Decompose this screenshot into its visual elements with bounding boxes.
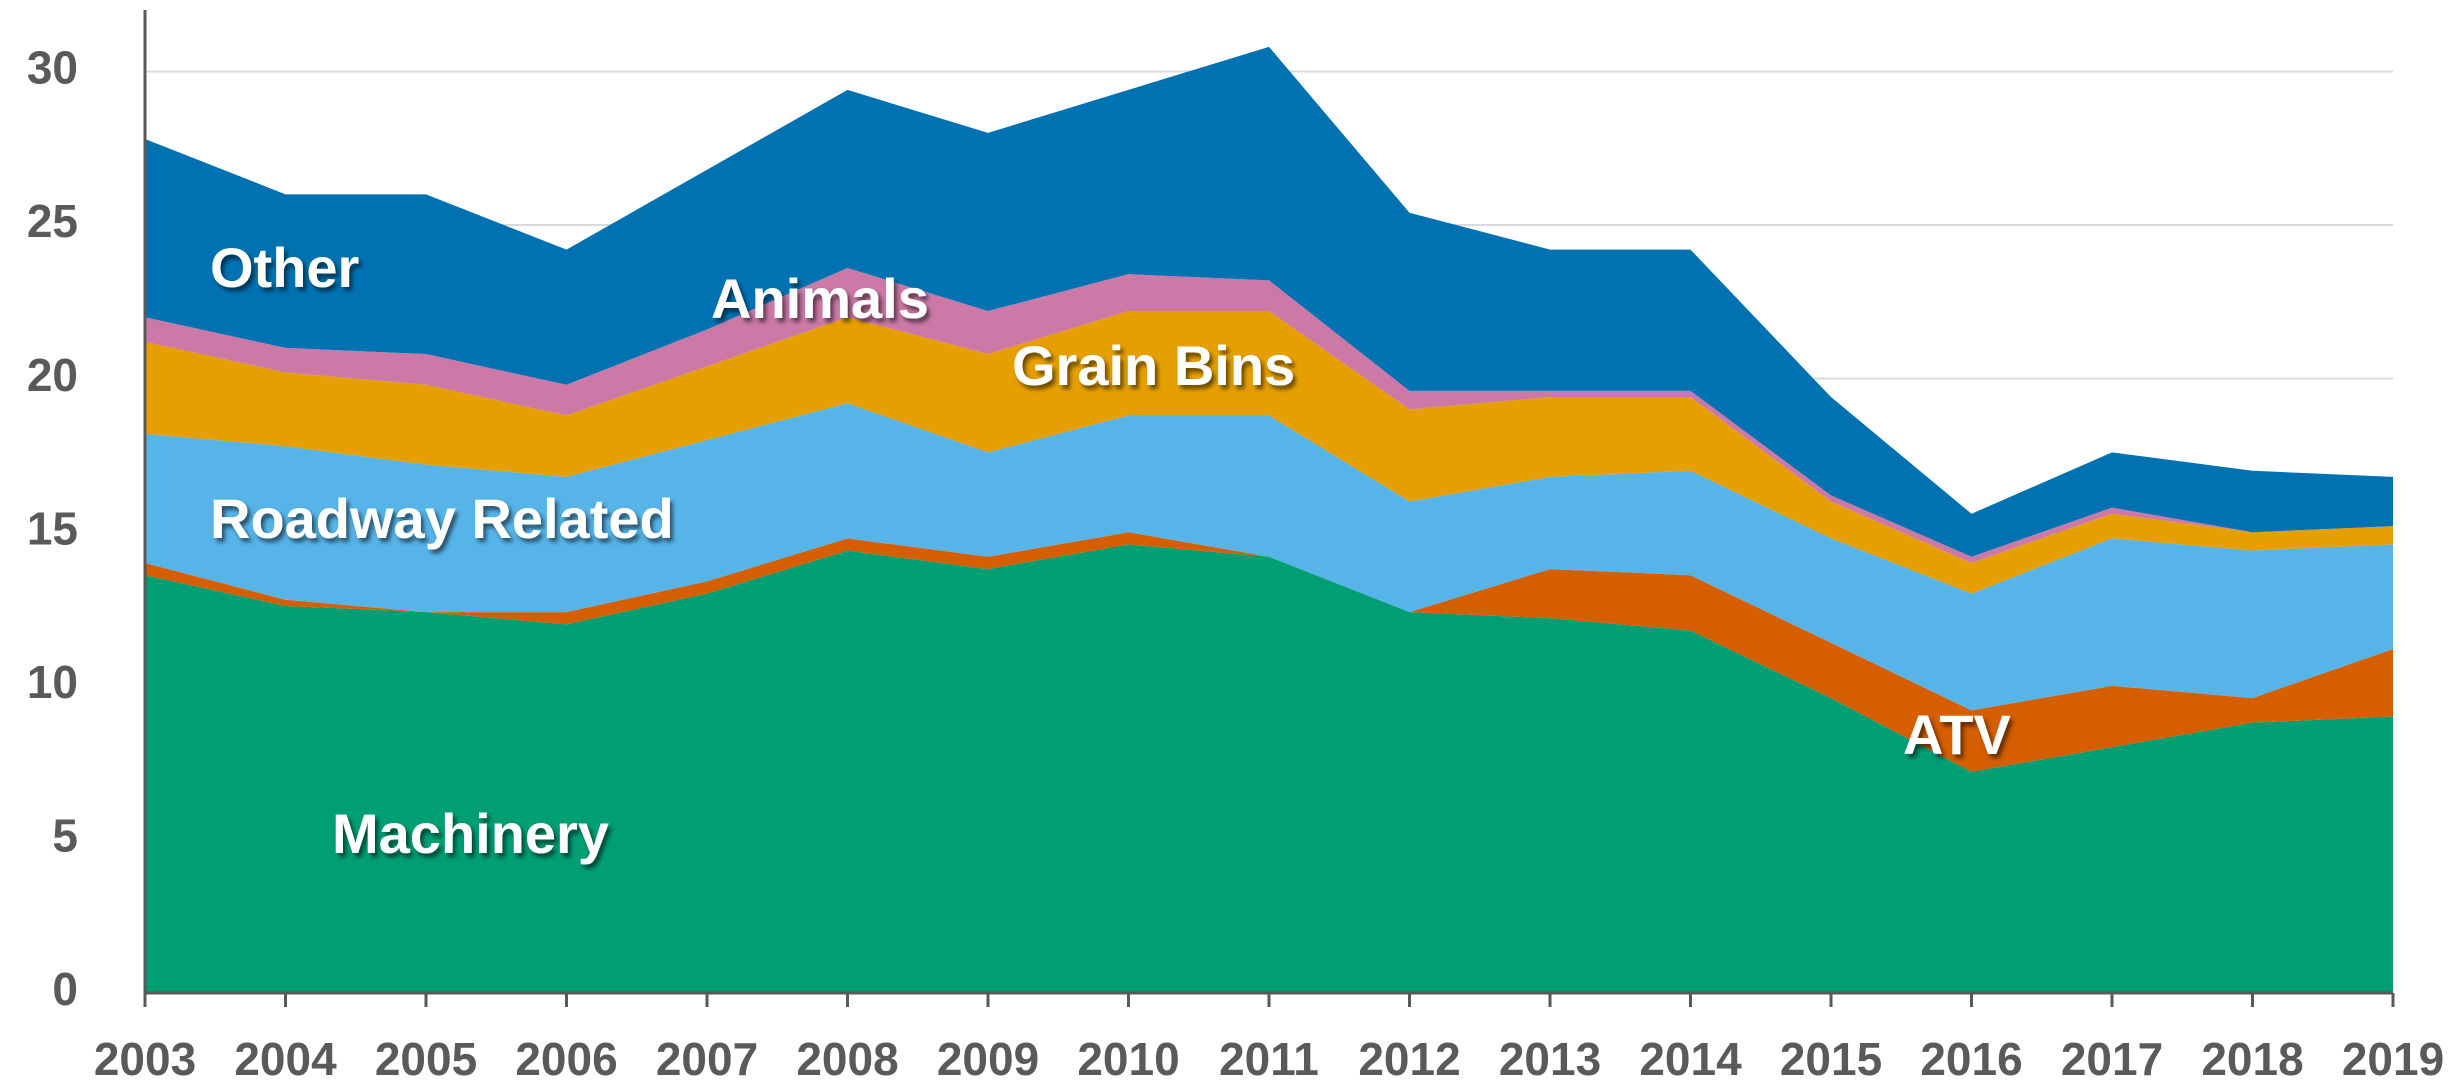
x-tick-label: 2019 bbox=[2342, 1033, 2444, 1081]
y-tick-label: 0 bbox=[52, 963, 78, 1015]
x-tick-label: 2018 bbox=[2201, 1033, 2303, 1081]
area bbox=[145, 268, 2393, 563]
labels: Machinery ATV Roadway Related Grain Bins Ani… bbox=[210, 236, 2011, 865]
area bbox=[145, 544, 2393, 993]
series-label: Machinery bbox=[332, 802, 609, 865]
series-label: ATV bbox=[1903, 703, 2011, 766]
axes: 0 5 10 15 20 25 30 2003 2004 2005 2006 2007 2008 2009… bbox=[27, 10, 2444, 1081]
x-tick-label: 2017 bbox=[2061, 1033, 2163, 1081]
x-tick-label: 2006 bbox=[515, 1033, 617, 1081]
x-tick-label: 2005 bbox=[375, 1033, 477, 1081]
y-tick-label: 25 bbox=[27, 195, 78, 247]
x-tick-label: 2009 bbox=[937, 1033, 1039, 1081]
series-label: Other bbox=[210, 236, 359, 299]
x-tick-label: 2016 bbox=[1920, 1033, 2022, 1081]
x-tick-label: 2013 bbox=[1499, 1033, 1601, 1081]
series-label: Grain Bins bbox=[1012, 334, 1295, 397]
y-tick-label: 30 bbox=[27, 42, 78, 94]
x-tick-label: 2008 bbox=[796, 1033, 898, 1081]
x-tick-label: 2003 bbox=[94, 1033, 196, 1081]
x-tick-label: 2004 bbox=[234, 1033, 337, 1081]
series-label: Roadway Related bbox=[210, 487, 674, 550]
x-tick-label: 2014 bbox=[1639, 1033, 1742, 1081]
areas bbox=[145, 46, 2393, 993]
x-tick-label: 2015 bbox=[1780, 1033, 1882, 1081]
x-tick-label: 2012 bbox=[1358, 1033, 1460, 1081]
y-tick-label: 10 bbox=[27, 656, 78, 708]
x-tick-label: 2010 bbox=[1077, 1033, 1179, 1081]
area bbox=[145, 403, 2393, 711]
series-label: Animals bbox=[711, 267, 929, 330]
area bbox=[145, 311, 2393, 594]
y-tick-label: 20 bbox=[27, 349, 78, 401]
y-tick-label: 15 bbox=[27, 502, 78, 554]
area bbox=[145, 532, 2393, 772]
y-tick-label: 5 bbox=[52, 810, 78, 862]
area bbox=[145, 46, 2393, 557]
x-tick-label: 2007 bbox=[656, 1033, 758, 1081]
x-tick-label: 2011 bbox=[1219, 1033, 1319, 1081]
